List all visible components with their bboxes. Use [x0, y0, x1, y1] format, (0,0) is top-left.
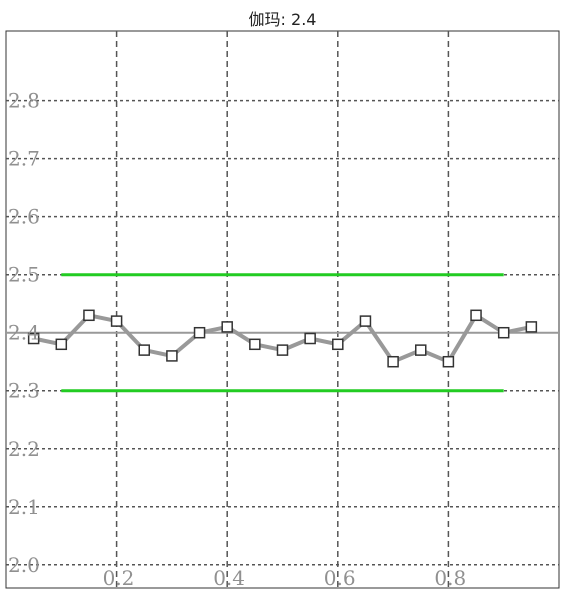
data-point-16: [470, 309, 482, 322]
data-point-3: [110, 315, 123, 327]
data-point-2: [83, 309, 95, 322]
x-tick-label-3: 0.8: [434, 566, 466, 590]
y-tick-label-2: 2.2: [8, 437, 40, 461]
data-point-9: [276, 344, 289, 356]
data-point-14: [415, 344, 427, 356]
y-tick-label-6: 2.6: [8, 205, 40, 229]
data-point-5: [166, 350, 178, 362]
x-tick-label-2: 0.6: [324, 566, 356, 590]
y-tick-label-7: 2.7: [8, 147, 40, 171]
x-tick-label-1: 0.4: [213, 566, 245, 590]
data-point-12: [359, 315, 372, 327]
data-point-4: [138, 344, 150, 356]
x-tick-label-0: 0.2: [103, 566, 135, 590]
data-point-11: [332, 338, 344, 351]
data-point-17: [497, 326, 510, 339]
data-point-6: [193, 326, 206, 339]
plot-frame: [5, 30, 560, 589]
y-tick-label-1: 2.1: [8, 495, 40, 519]
data-point-7: [221, 321, 233, 333]
data-point-0: [27, 332, 40, 345]
data-point-1: [55, 338, 68, 351]
tick-labels: 2.0 2.1 2.2 2.3 2.4 2.5 2.6 2.7 2.8 0.2 0.4 0.6 0.8: [8, 89, 466, 590]
y-tick-label-3: 2.3: [8, 379, 40, 403]
y-tick-label-5: 2.5: [8, 263, 40, 287]
data-point-8: [249, 338, 261, 351]
data-point-10: [304, 332, 316, 345]
chart-title: 伽玛: 2.4: [248, 10, 317, 29]
data-point-18: [525, 321, 538, 333]
data-point-15: [442, 355, 455, 368]
y-tick-label-4: 2.4: [8, 321, 40, 345]
y-tick-label-0: 2.0: [8, 553, 40, 577]
series-layer: [27, 309, 538, 368]
data-point-13: [387, 355, 399, 368]
y-tick-label-8: 2.8: [8, 89, 40, 113]
